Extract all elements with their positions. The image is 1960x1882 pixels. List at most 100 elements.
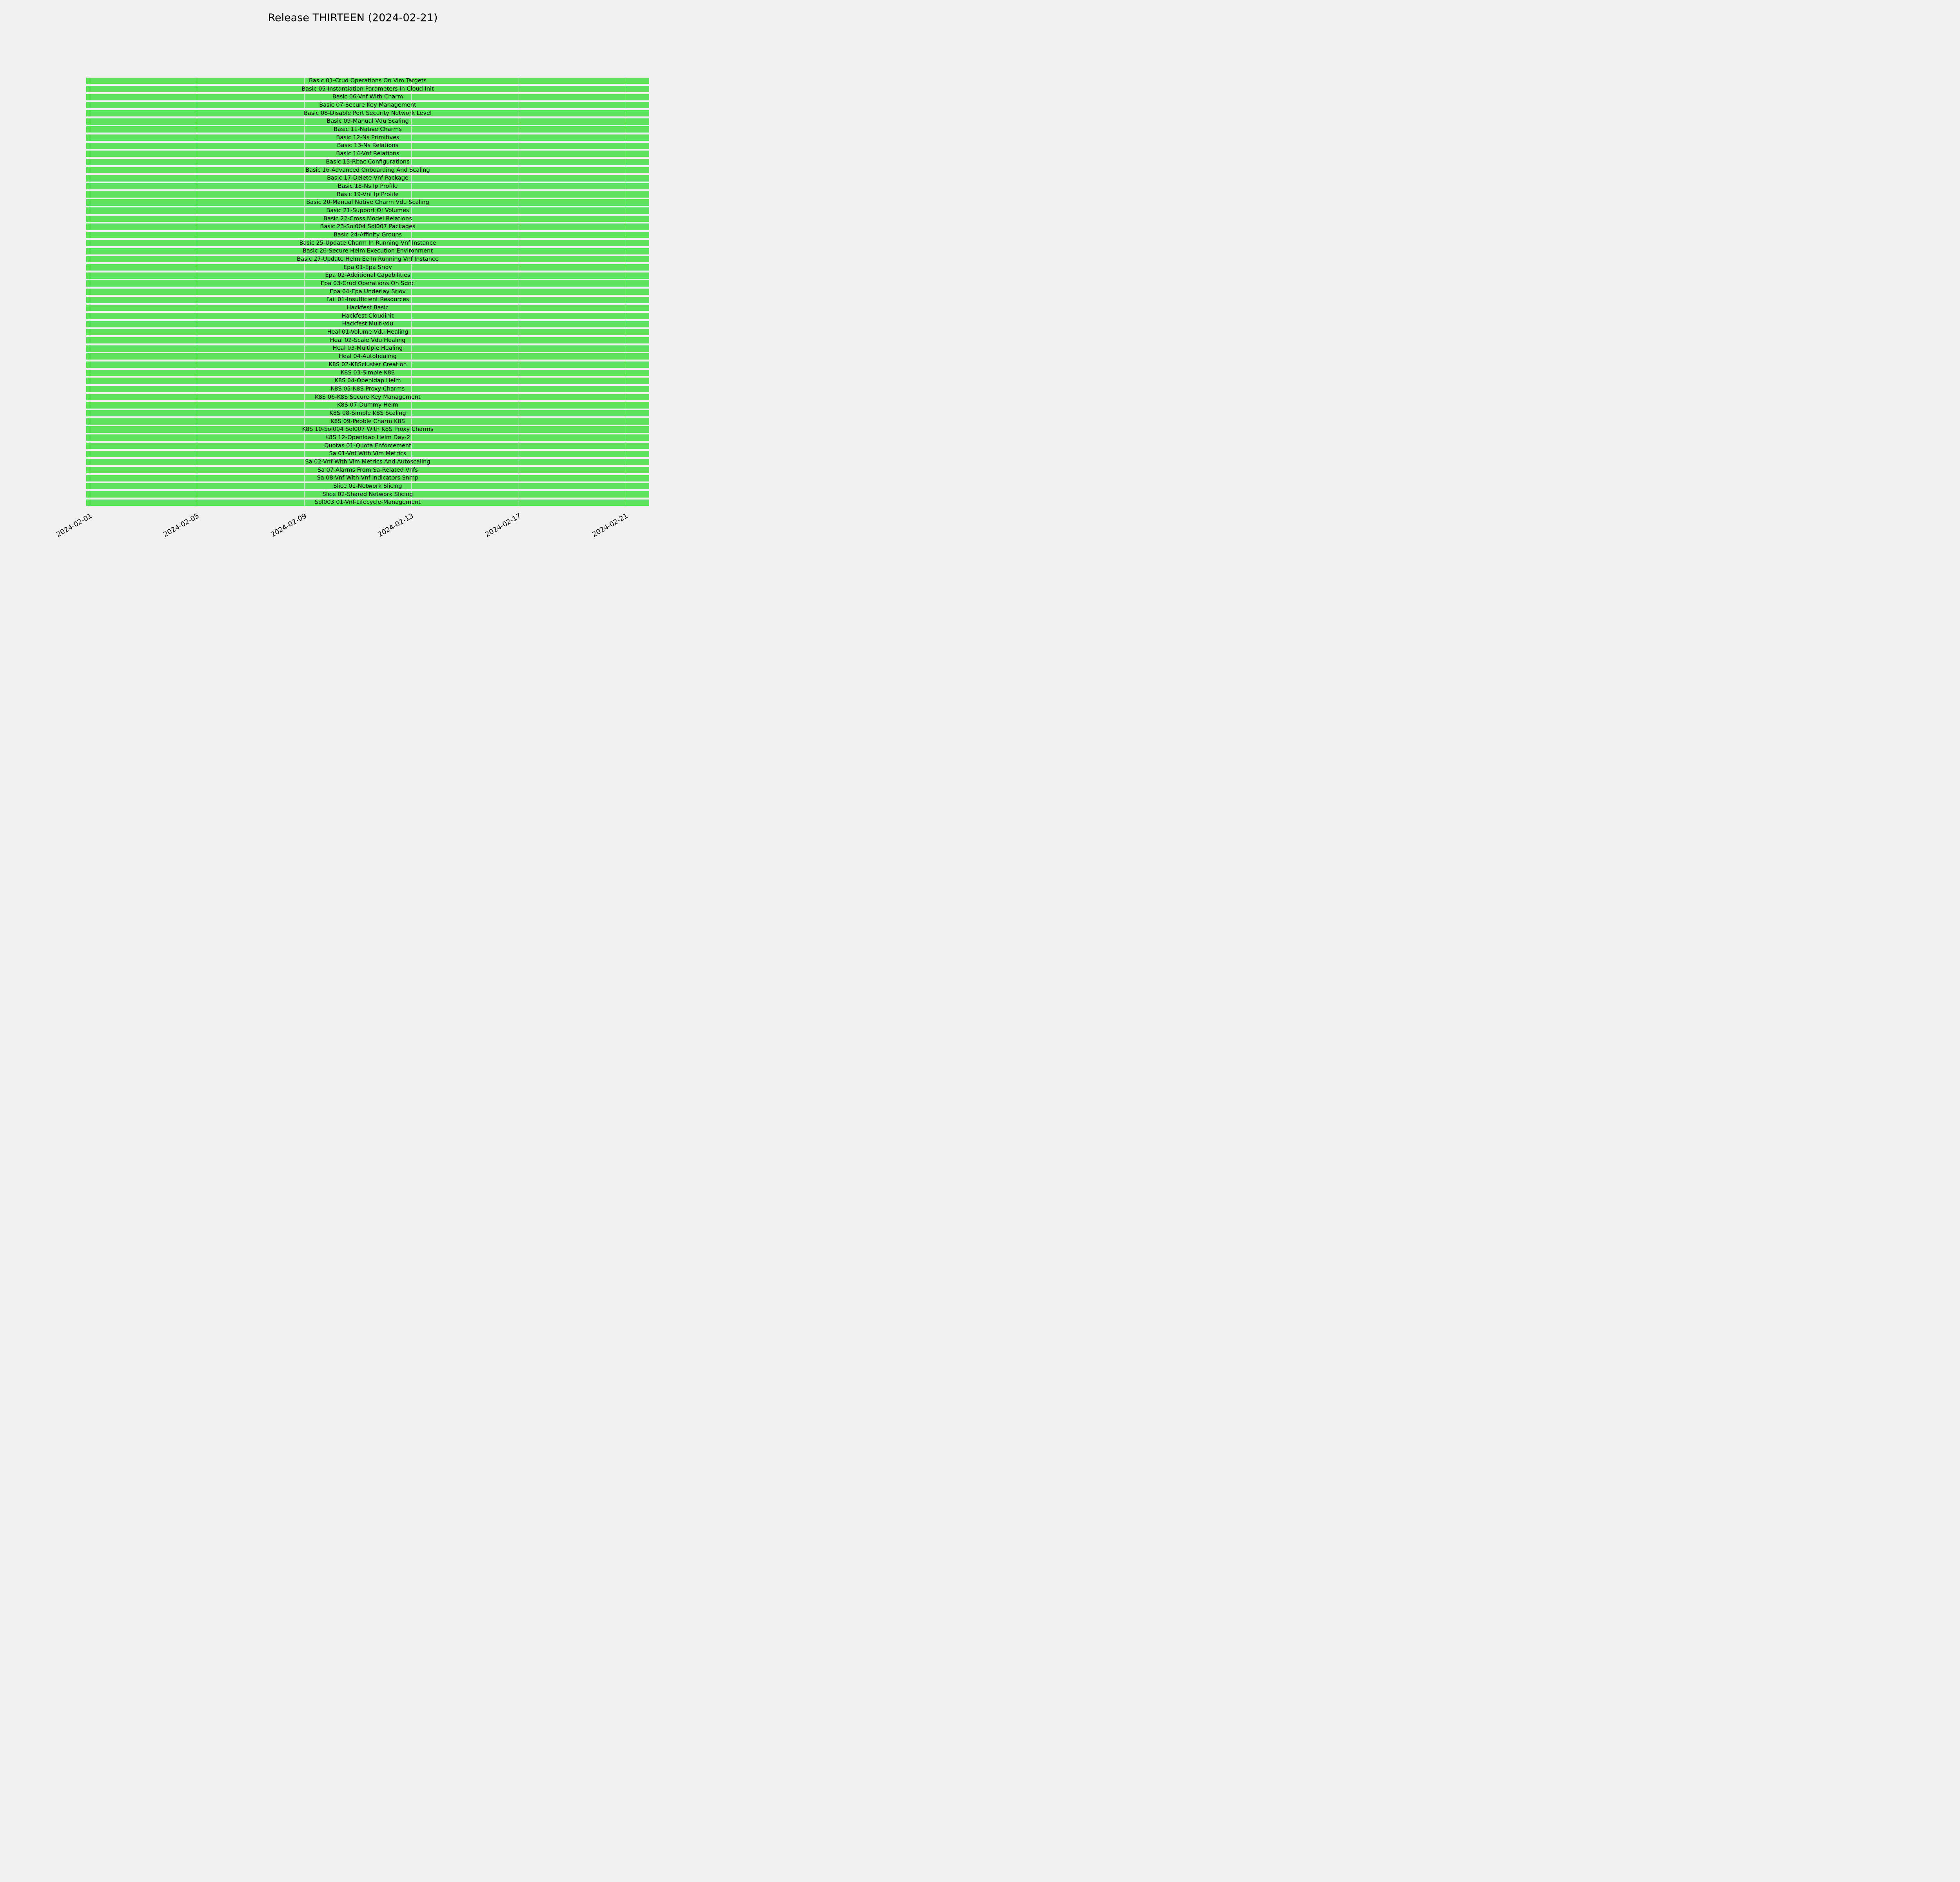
gantt-row: Basic 08-Disable Port Security Network L…: [86, 109, 649, 118]
gantt-bar-label: Basic 15-Rbac Configurations: [326, 158, 410, 165]
gantt-bar: Basic 21-Support Of Volumes: [86, 207, 649, 214]
gantt-bar-label: Hackfest Cloudinit: [341, 312, 394, 319]
gantt-bar: K8S 10-Sol004 Sol007 With K8S Proxy Char…: [86, 426, 649, 433]
gantt-bar-label: K8S 09-Pebble Charm K8S: [330, 418, 405, 425]
gantt-chart-figure: Release THIRTEEN (2024-02-21) Basic 01-C…: [0, 0, 706, 627]
gantt-bar: K8S 03-Simple K8S: [86, 369, 649, 376]
gantt-bar-label: Hackfest Basic: [347, 305, 389, 311]
gantt-bar: Basic 12-Ns Primitives: [86, 134, 649, 141]
gantt-bar-label: Basic 12-Ns Primitives: [336, 134, 399, 141]
x-tick-label: 2024-02-17: [484, 512, 523, 539]
gantt-bar: Basic 20-Manual Native Charm Vdu Scaling: [86, 199, 649, 206]
gantt-bar: Sa 07-Alarms From Sa-Related Vnfs: [86, 467, 649, 473]
gantt-row: K8S 09-Pebble Charm K8S: [86, 418, 649, 426]
gantt-bar: Heal 02-Scale Vdu Healing: [86, 337, 649, 344]
gantt-bar-label: Basic 09-Manual Vdu Scaling: [327, 118, 409, 125]
gantt-bar-label: Basic 22-Cross Model Relations: [323, 215, 412, 222]
x-axis: 2024-02-01 2024-02-05 2024-02-09 2024-02-13…: [55, 510, 649, 557]
gantt-bar: Basic 25-Update Charm In Running Vnf Ins…: [86, 240, 649, 246]
gantt-bar: Basic 19-Vnf Ip Profile: [86, 191, 649, 198]
gantt-bar: Sa 01-Vnf With Vim Metrics: [86, 451, 649, 457]
gantt-bar-label: Basic 21-Support Of Volumes: [326, 207, 409, 214]
gantt-bar-label: Sa 02-Vnf With Vim Metrics And Autoscali…: [305, 458, 430, 465]
gantt-bar-label: Basic 17-Delete Vnf Package: [327, 175, 408, 182]
gantt-bar: K8S 12-Openldap Helm Day-2: [86, 434, 649, 441]
gantt-row: Basic 20-Manual Native Charm Vdu Scaling: [86, 198, 649, 207]
gantt-bar: K8S 08-Simple K8S Scaling: [86, 410, 649, 417]
gantt-bar: Slice 02-Shared Network Slicing: [86, 491, 649, 498]
gantt-bar: Basic 08-Disable Port Security Network L…: [86, 110, 649, 117]
gantt-row: Basic 05-Instantiation Parameters In Clo…: [86, 85, 649, 93]
gantt-row: Basic 19-Vnf Ip Profile: [86, 191, 649, 199]
x-tick-label: 2024-02-09: [269, 512, 308, 539]
gantt-bar: Epa 03-Crud Operations On Sdnc: [86, 280, 649, 287]
gantt-row: Basic 25-Update Charm In Running Vnf Ins…: [86, 239, 649, 247]
gantt-bar-label: Basic 01-Crud Operations On Vim Targets: [309, 78, 427, 84]
gantt-bar: Basic 14-Vnf Relations: [86, 151, 649, 157]
gantt-bar-label: Basic 23-Sol004 Sol007 Packages: [320, 223, 416, 230]
gantt-bar-label: Basic 11-Native Charms: [334, 126, 402, 133]
gantt-bar-label: Slice 02-Shared Network Slicing: [322, 491, 413, 498]
gantt-row: Epa 04-Epa Underlay Sriov: [86, 288, 649, 296]
gantt-bar: K8S 04-Openldap Helm: [86, 378, 649, 384]
gantt-bar: Heal 04-Autohealing: [86, 353, 649, 360]
gantt-bar: Basic 18-Ns Ip Profile: [86, 183, 649, 190]
gantt-bar-label: Sa 08-Vnf With Vnf Indicators Snmp: [317, 475, 419, 481]
gantt-bar-label: Basic 06-Vnf With Charm: [332, 94, 403, 100]
gantt-bar-label: Basic 20-Manual Native Charm Vdu Scaling: [306, 199, 429, 206]
gantt-row: Hackfest Cloudinit: [86, 312, 649, 320]
gantt-bar-label: Sa 07-Alarms From Sa-Related Vnfs: [317, 467, 418, 473]
gantt-bar: Basic 05-Instantiation Parameters In Clo…: [86, 85, 649, 93]
gantt-bar-label: K8S 12-Openldap Helm Day-2: [325, 434, 410, 441]
gantt-bar: K8S 06-K8S Secure Key Management: [86, 394, 649, 400]
gantt-bar: Basic 26-Secure Helm Execution Environme…: [86, 248, 649, 254]
gantt-bar-label: Epa 01-Epa Sriov: [343, 264, 392, 271]
gantt-row: Fail 01-Insufficient Resources: [86, 296, 649, 304]
gantt-bar-label: Basic 16-Advanced Onboarding And Scaling: [305, 167, 430, 173]
gantt-bar: Basic 09-Manual Vdu Scaling: [86, 118, 649, 125]
gantt-bar: Sa 02-Vnf With Vim Metrics And Autoscali…: [86, 459, 649, 465]
gantt-bar: Basic 22-Cross Model Relations: [86, 215, 649, 222]
gantt-row: Basic 11-Native Charms: [86, 125, 649, 134]
gantt-bar: Basic 11-Native Charms: [86, 126, 649, 133]
gantt-bar-label: Epa 02-Additional Capabilities: [325, 272, 410, 279]
gantt-row: Quotas 01-Quota Enforcement: [86, 442, 649, 450]
gantt-row: Basic 23-Sol004 Sol007 Packages: [86, 223, 649, 231]
gantt-bar-label: K8S 08-Simple K8S Scaling: [329, 410, 406, 416]
gantt-bar: Basic 27-Update Helm Ee In Running Vnf I…: [86, 256, 649, 263]
gantt-row: Basic 09-Manual Vdu Scaling: [86, 117, 649, 125]
gantt-row: Epa 02-Additional Capabilities: [86, 271, 649, 280]
gantt-row: Basic 27-Update Helm Ee In Running Vnf I…: [86, 255, 649, 263]
gantt-row: Basic 14-Vnf Relations: [86, 150, 649, 158]
gantt-bar: Basic 13-Ns Relations: [86, 142, 649, 149]
gantt-bar-label: Basic 27-Update Helm Ee In Running Vnf I…: [297, 256, 439, 262]
gantt-bar: Basic 17-Delete Vnf Package: [86, 175, 649, 182]
x-tick-label: 2024-02-01: [55, 512, 94, 539]
gantt-bar: Basic 01-Crud Operations On Vim Targets: [86, 78, 649, 84]
gantt-bar: Slice 01-Network Slicing: [86, 483, 649, 490]
gantt-bar-label: K8S 07-Dummy Helm: [337, 402, 398, 409]
gantt-row: Basic 06-Vnf With Charm: [86, 93, 649, 101]
gantt-bar-label: Basic 24-Affinity Groups: [333, 231, 402, 238]
gantt-bar: Epa 01-Epa Sriov: [86, 264, 649, 271]
gantt-row: Heal 03-Multiple Healing: [86, 344, 649, 352]
gantt-bar-label: Slice 01-Network Slicing: [333, 483, 402, 490]
gantt-bar: Sol003 01-Vnf-Lifecycle-Management: [86, 499, 649, 506]
gantt-row: Basic 26-Secure Helm Execution Environme…: [86, 247, 649, 255]
gantt-bar-label: Sol003 01-Vnf-Lifecycle-Management: [314, 499, 421, 506]
gantt-row: Basic 17-Delete Vnf Package: [86, 174, 649, 182]
gantt-bar: Basic 16-Advanced Onboarding And Scaling: [86, 167, 649, 173]
gantt-bar-label: Epa 03-Crud Operations On Sdnc: [321, 280, 415, 287]
gantt-bar-label: Basic 13-Ns Relations: [337, 142, 399, 149]
gantt-bar: Quotas 01-Quota Enforcement: [86, 442, 649, 449]
gantt-row: Basic 15-Rbac Configurations: [86, 158, 649, 166]
gantt-bar: K8S 05-K8S Proxy Charms: [86, 386, 649, 392]
gantt-row: Slice 02-Shared Network Slicing: [86, 490, 649, 499]
gantt-bar-label: Basic 08-Disable Port Security Network L…: [303, 110, 432, 116]
gantt-bar-label: K8S 02-K8Scluster Creation: [328, 361, 407, 368]
gantt-row: K8S 06-K8S Secure Key Management: [86, 393, 649, 401]
gantt-row: Heal 04-Autohealing: [86, 352, 649, 361]
gantt-row: Basic 21-Support Of Volumes: [86, 207, 649, 215]
gantt-bar-label: Heal 01-Volume Vdu Healing: [327, 329, 408, 336]
gantt-row: Basic 16-Advanced Onboarding And Scaling: [86, 166, 649, 174]
